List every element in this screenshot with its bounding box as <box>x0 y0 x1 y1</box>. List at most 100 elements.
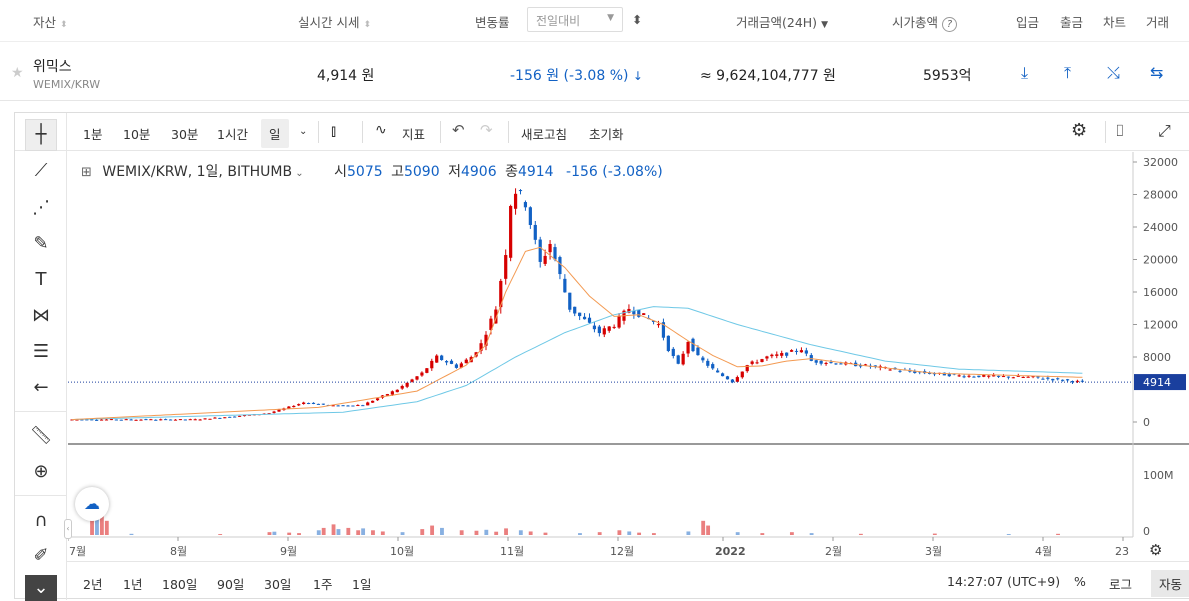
withdraw-icon[interactable]: ⤒ <box>1064 63 1072 82</box>
candle-body <box>568 292 572 310</box>
interval-30m[interactable]: 30분 <box>171 127 199 142</box>
collapse-down-icon[interactable]: ⌄ <box>25 575 57 601</box>
auto-toggle[interactable]: 자동 <box>1151 570 1189 597</box>
pattern-icon[interactable]: ⋈ <box>32 305 50 326</box>
col-volume[interactable]: 거래금액(24H) ▼ <box>736 15 828 30</box>
col-asset[interactable]: 자산 ⬍ <box>33 15 68 30</box>
ruler-icon[interactable]: 📏︎ <box>29 425 53 446</box>
interval-1m[interactable]: 1분 <box>83 127 103 142</box>
reset-button[interactable]: 초기화 <box>589 127 624 142</box>
trade-swap-icon[interactable]: ⇆ <box>1150 63 1164 82</box>
log-toggle[interactable]: 로그 <box>1109 577 1133 592</box>
candle-body <box>602 328 606 335</box>
chart-widget: 1분 10분 30분 1시간 일 ⌄ ⫾ ∿ 지표 ↶ ↷ 새로고침 초기화 ⚙… <box>14 112 1189 601</box>
candle-body <box>346 405 350 407</box>
candle-body <box>188 419 192 421</box>
volume-bar <box>356 530 361 535</box>
volume-bar <box>218 534 223 535</box>
candle-body <box>242 415 247 417</box>
candle-body <box>1016 375 1020 377</box>
brush-icon[interactable]: ✎ <box>33 233 49 254</box>
volume-bar <box>459 530 464 535</box>
volume-bar <box>686 531 691 535</box>
help-icon[interactable]: ? <box>942 17 958 32</box>
volume-bar <box>1056 533 1060 535</box>
candle-body <box>134 419 138 421</box>
interval-1h[interactable]: 1시간 <box>217 127 248 142</box>
collapse-toolbar-handle[interactable]: ‹ <box>64 519 72 539</box>
candle-body <box>75 419 79 421</box>
percent-toggle[interactable]: % <box>1074 574 1086 589</box>
candle-body <box>228 416 232 418</box>
refresh-button[interactable]: 새로고침 <box>521 127 568 142</box>
range-90d[interactable]: 90일 <box>217 577 245 592</box>
candle-body <box>198 419 202 421</box>
price-chart[interactable]: 4914 0 8000 12000 16000 20000 24000 28000 32000 0… <box>68 152 1189 561</box>
candle-type-icon[interactable]: ⫾ <box>331 121 337 140</box>
candle-body <box>70 419 74 421</box>
redo-icon[interactable]: ↷ <box>480 121 493 139</box>
candle-body <box>947 373 951 377</box>
fib-levels-icon[interactable]: ☰ <box>32 341 50 362</box>
candle-body <box>494 309 498 324</box>
change-select[interactable]: 전일대비 ▼ <box>527 7 623 32</box>
text-tool-icon[interactable]: T <box>35 269 47 290</box>
range-30d[interactable]: 30일 <box>264 577 292 592</box>
candle-body <box>785 352 789 356</box>
change-sort-icon[interactable]: ⬍ <box>632 12 643 27</box>
magnet-icon[interactable]: ∩ <box>34 510 48 531</box>
volume-bar <box>858 533 863 535</box>
candle-body <box>942 372 946 376</box>
legend-symbol[interactable]: WEMIX/KRW, 1일, BITHUMB <box>102 164 293 180</box>
crosshair-icon[interactable]: ┼ <box>25 119 57 151</box>
legend-expand-icon[interactable]: ⊞ <box>81 165 92 180</box>
col-marketcap[interactable]: 시가총액? <box>892 12 958 32</box>
candle-body <box>203 418 207 420</box>
fullscreen-icon[interactable]: ⤢ <box>1158 121 1171 140</box>
candle-body <box>85 419 89 421</box>
candle-body <box>1041 378 1045 380</box>
coin-name[interactable]: 위믹스 <box>33 59 72 75</box>
candle-body <box>578 312 582 317</box>
range-1w[interactable]: 1주 <box>313 577 333 592</box>
candle-body <box>361 405 365 407</box>
candle-body <box>824 362 828 364</box>
zoom-in-icon[interactable]: ⊕ <box>33 461 49 482</box>
indicator-button[interactable]: 지표 <box>402 127 426 142</box>
interval-10m[interactable]: 10분 <box>123 127 151 142</box>
volume-bar <box>494 531 499 535</box>
back-arrow-icon[interactable]: ← <box>33 377 49 398</box>
time-tick-label: 8월 <box>170 545 187 558</box>
candle-body <box>597 326 601 334</box>
settings-gear-icon[interactable]: ⚙ <box>1071 120 1088 141</box>
candle-body <box>809 355 813 361</box>
volume-bar <box>617 530 622 535</box>
undo-icon[interactable]: ↶ <box>452 121 465 139</box>
deposit-icon[interactable]: ⤓ <box>1021 63 1029 82</box>
favorite-star-icon[interactable]: ★ <box>11 65 24 81</box>
volume-bar <box>932 533 937 535</box>
range-180d[interactable]: 180일 <box>162 577 198 592</box>
candle-body <box>489 318 493 330</box>
volume-bar <box>504 528 508 535</box>
volume-bar <box>789 532 794 535</box>
coin-row[interactable]: ★ 위믹스 WEMIX/KRW 4,914 원 -156 원 (-3.08 %)… <box>0 43 1189 101</box>
chart-overlay-cloud-icon[interactable]: ☁ <box>75 487 109 521</box>
indicator-icon[interactable]: ∿ <box>375 122 387 138</box>
col-change[interactable]: 변동률 <box>475 15 510 30</box>
lock-draw-icon[interactable]: ✐ <box>33 545 49 566</box>
range-1y[interactable]: 1년 <box>123 577 143 592</box>
chart-trend-icon[interactable]: ⤯ <box>1107 63 1120 82</box>
interval-dropdown-icon[interactable]: ⌄ <box>299 126 308 137</box>
pitchfork-icon[interactable]: ⋰ <box>32 197 50 218</box>
camera-icon[interactable]: ⌷ <box>1115 121 1125 140</box>
trendline-icon[interactable]: ⟋ <box>34 160 48 181</box>
volume-bar <box>331 524 336 535</box>
col-price[interactable]: 실시간 시세 ⬍ <box>298 15 372 30</box>
interval-day[interactable]: 일 <box>261 119 289 148</box>
range-2y[interactable]: 2년 <box>83 577 103 592</box>
volume-bar <box>440 527 444 535</box>
coin-volume: ≈ 9,624,104,777 원 <box>700 68 836 84</box>
range-1d[interactable]: 1일 <box>352 577 372 592</box>
candle-body <box>794 350 799 352</box>
